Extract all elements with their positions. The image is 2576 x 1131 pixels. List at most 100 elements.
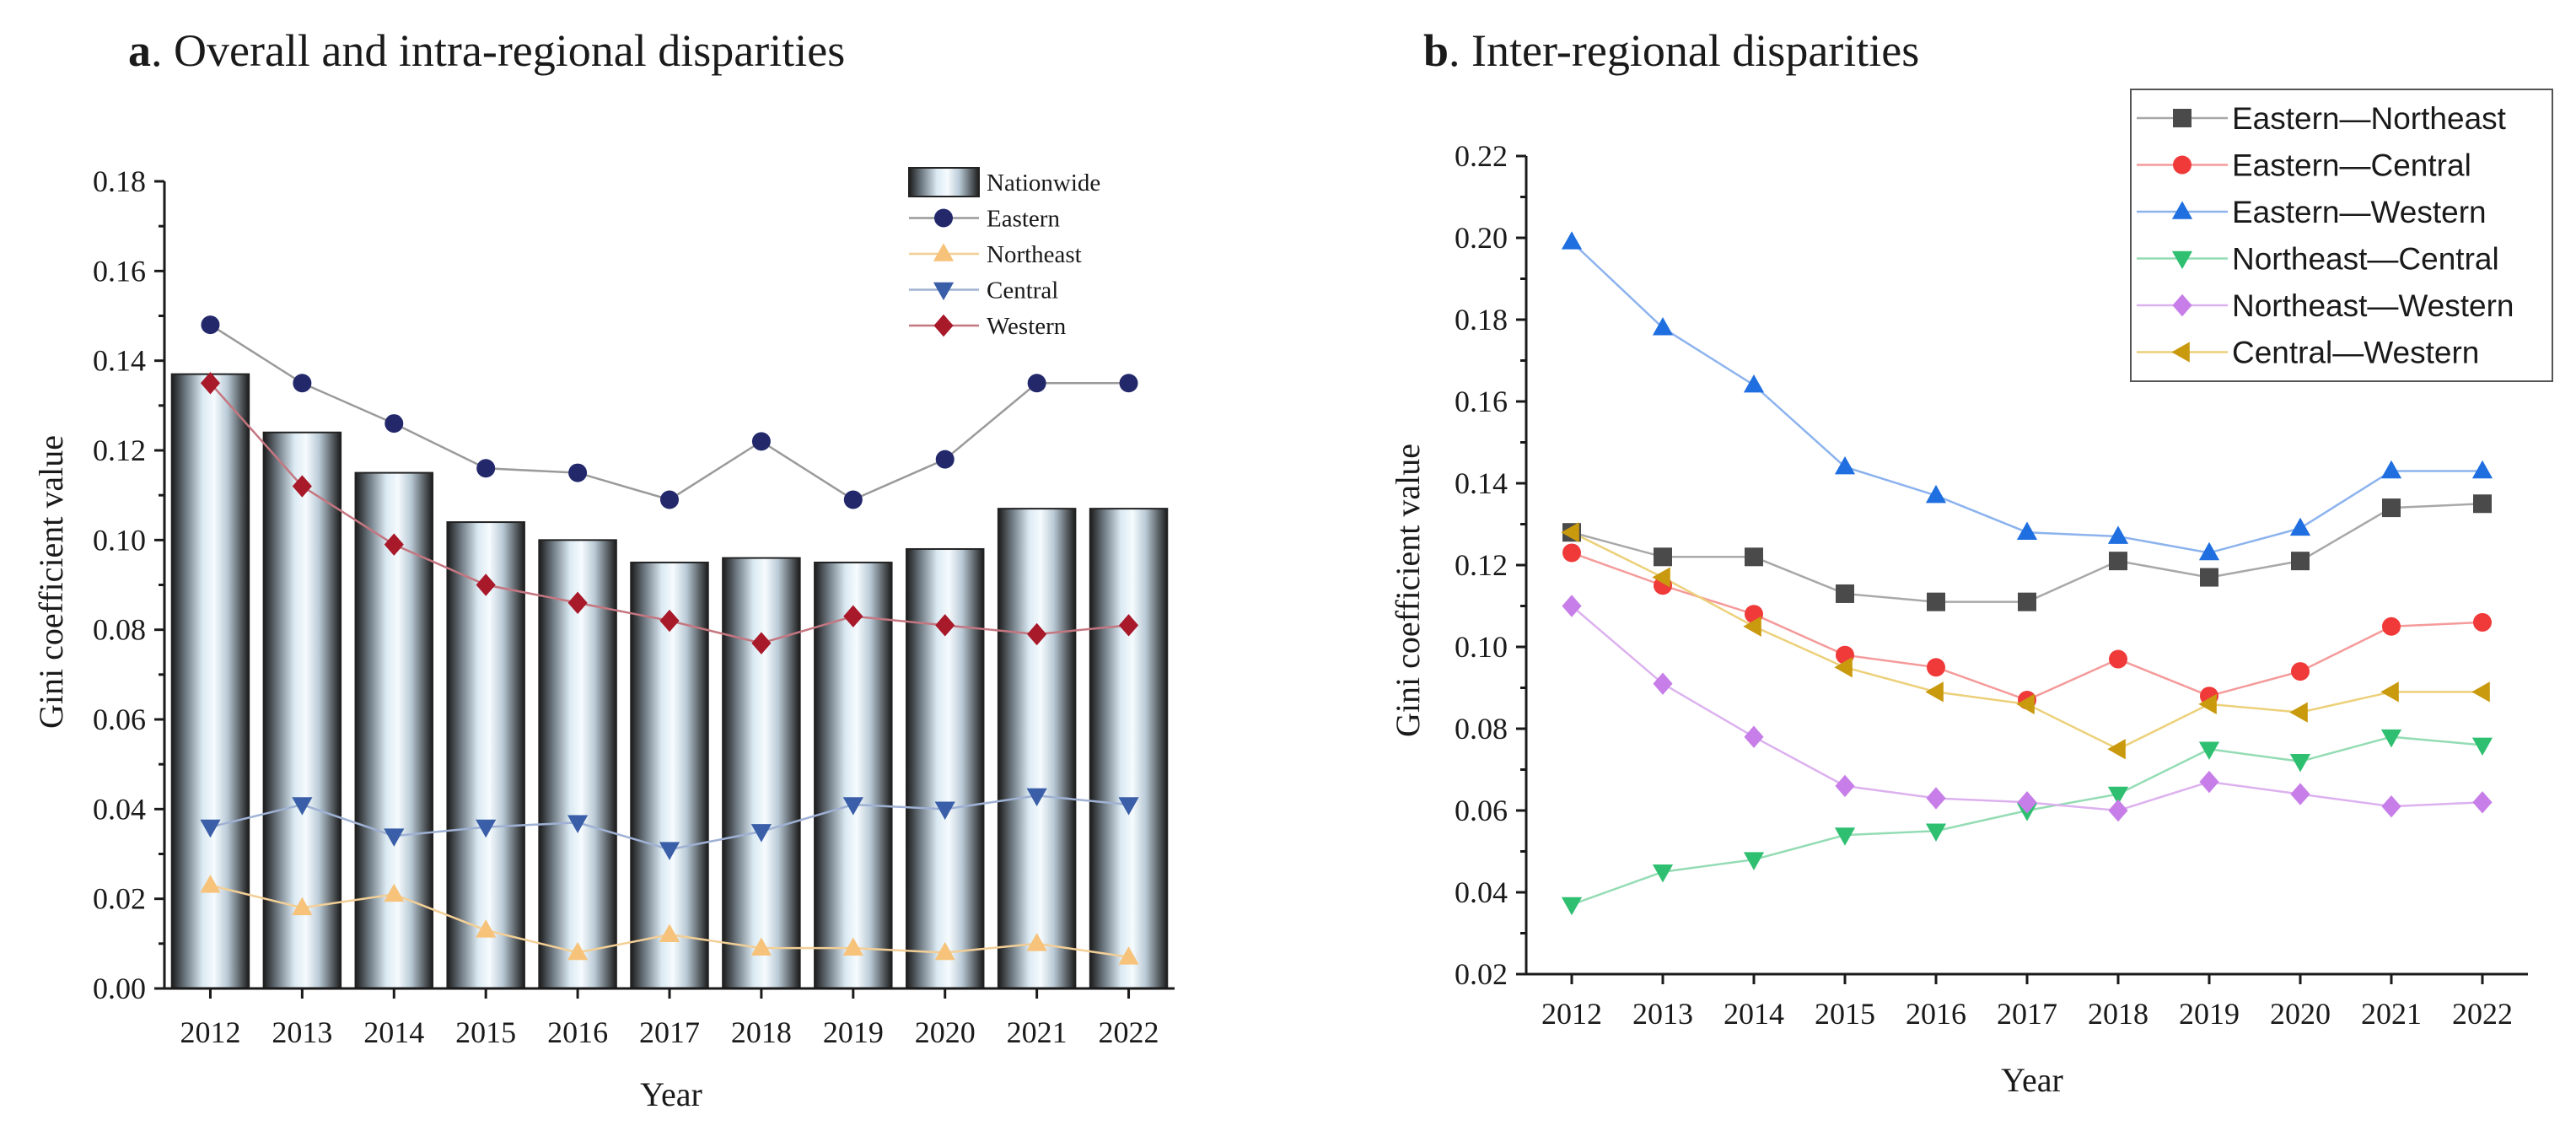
legend-marker-western (933, 314, 954, 337)
point-central-western-2015 (1834, 657, 1853, 678)
point-central-western-2020 (2289, 702, 2308, 723)
point-eastern-2021 (1027, 374, 1046, 393)
point-northeast-2021 (1026, 933, 1047, 951)
panel-a-x-tick-label: 2019 (823, 1015, 884, 1049)
point-central-western-2021 (2380, 681, 2399, 703)
point-northeast-2016 (567, 941, 589, 961)
legend-marker-northeast-western (2172, 294, 2192, 317)
point-northeast-2013 (292, 897, 313, 916)
bar-nationwide-2012 (170, 373, 250, 990)
point-central-western-2017 (2016, 693, 2035, 714)
panel-a-x-tick-label: 2016 (547, 1015, 608, 1049)
point-central-2018 (750, 824, 772, 843)
point-northeast-western-2022 (2472, 791, 2493, 814)
point-eastern-2018 (751, 432, 771, 451)
legend-label-eastern-northeast: Eastern—Northeast (2232, 101, 2507, 136)
point-northeast-central-2019 (2198, 741, 2220, 760)
legend-label-central: Central (987, 277, 1058, 304)
legend-label-northeast-central: Northeast—Central (2232, 242, 2499, 277)
panel-b-x-tick-label: 2019 (2179, 997, 2240, 1031)
panel-a-x-tick-label: 2021 (1007, 1015, 1068, 1049)
legend-box (2130, 89, 2553, 382)
point-central-western-2016 (1925, 681, 1944, 703)
legend-marker-eastern-central (2173, 155, 2191, 175)
panel-a-y-tick-label: 0.12 (93, 434, 146, 467)
legend-label-eastern-western: Eastern—Western (2232, 195, 2487, 229)
legend-label-northeast: Northeast (987, 241, 1082, 268)
point-eastern-2017 (660, 490, 679, 509)
bar-nationwide-2016 (538, 539, 617, 989)
point-eastern-northeast-2016 (1927, 592, 1945, 611)
point-western-2015 (476, 574, 496, 596)
point-western-2014 (384, 533, 404, 556)
panel-a-y-tick-label: 0.16 (93, 254, 146, 288)
panel-b-axes: 0.02 0.04 0.06 0.08 0.10 0.12 0.14 0.16 0.18 0.20… (1455, 139, 2528, 1031)
point-northeast-western-2016 (1926, 787, 1946, 810)
point-eastern-2012 (201, 315, 220, 335)
bar-nationwide-2018 (722, 557, 801, 989)
point-northeast-western-2018 (2108, 799, 2128, 822)
panel-b-x-axis-label: Year (2001, 1061, 2063, 1099)
panel-a-y-tick-label: 0.08 (93, 613, 146, 647)
point-central-2017 (659, 842, 680, 860)
point-northeast-2017 (659, 924, 680, 942)
point-eastern-central-2021 (2382, 617, 2401, 636)
point-central-western-2014 (1743, 616, 1761, 637)
point-eastern-northeast-2020 (2291, 552, 2310, 571)
panel-b-x-tick-label: 2012 (1541, 997, 1602, 1031)
point-western-2019 (843, 605, 863, 627)
panel-b-y-tick-label: 0.02 (1455, 957, 1508, 991)
panel-a-axes: 0.00 0.02 0.04 0.06 0.08 0.10 0.12 0.14 0.16 0.18… (93, 164, 1175, 1049)
point-northeast-western-2015 (1835, 774, 1855, 798)
panel-a-y-axis-label: Gini coefficient value (32, 435, 70, 729)
point-central-western-2019 (2198, 693, 2217, 714)
point-northeast-central-2018 (2107, 786, 2129, 805)
point-eastern-northeast-2015 (1836, 584, 1854, 603)
panel-b-x-tick-label: 2018 (2088, 997, 2148, 1031)
point-western-2022 (1118, 614, 1139, 637)
point-eastern-central-2012 (1562, 543, 1581, 563)
point-eastern-western-2020 (2289, 517, 2311, 536)
point-northeast-2018 (750, 937, 772, 956)
bar-nationwide-2019 (814, 561, 893, 990)
point-central-2016 (567, 815, 589, 833)
bar-nationwide-2017 (630, 561, 709, 990)
line-eastern (209, 324, 1129, 501)
panel-b-x-tick-label: 2014 (1724, 997, 1784, 1031)
point-eastern-western-2012 (1561, 231, 1583, 250)
point-eastern-northeast-2022 (2473, 494, 2492, 514)
point-northeast-central-2013 (1652, 864, 1674, 883)
panel-a-x-tick-label: 2018 (731, 1015, 792, 1049)
bar-nationwide-2022 (1089, 508, 1169, 989)
panel-b-x-tick-label: 2015 (1815, 997, 1875, 1031)
point-eastern-western-2021 (2380, 460, 2402, 479)
point-eastern-western-2015 (1834, 455, 1856, 475)
point-northeast-2014 (384, 883, 405, 902)
point-eastern-2019 (843, 490, 863, 509)
panel-a-y-tick-label: 0.04 (93, 792, 146, 826)
point-eastern-central-2022 (2473, 612, 2492, 632)
legend-label-northeast-western: Northeast—Western (2232, 288, 2514, 323)
panel-a-x-tick-label: 2012 (180, 1015, 240, 1049)
panel-a-x-tick-label: 2017 (639, 1015, 700, 1049)
point-eastern-northeast-2013 (1654, 547, 1672, 567)
legend-label-eastern-central: Eastern—Central (2232, 148, 2471, 183)
panel-a-title-text: . Overall and intra-regional disparities (151, 25, 845, 76)
point-eastern-western-2017 (2016, 521, 2038, 540)
legend-marker-northeast-central (2171, 250, 2193, 270)
panel-a-x-tick-label: 2022 (1099, 1015, 1159, 1049)
point-western-2021 (1027, 622, 1047, 646)
point-western-2012 (200, 372, 221, 395)
panel-b-x-tick-label: 2016 (1906, 997, 1966, 1031)
point-central-2013 (292, 797, 313, 816)
legend-marker-eastern (934, 208, 953, 228)
point-central-western-2018 (2107, 739, 2126, 760)
panel-a-y-tick-label: 0.02 (93, 882, 146, 916)
panel-b-y-axis-label: Gini coefficient value (1389, 444, 1427, 737)
point-central-western-2022 (2471, 681, 2490, 703)
point-northeast-western-2012 (1562, 595, 1582, 617)
panel-a-y-tick-label: 0.00 (93, 972, 146, 1005)
panel-b-y-tick-label: 0.22 (1455, 139, 1508, 173)
panel-a-x-tick-label: 2013 (272, 1015, 332, 1049)
panel-a: a. Overall and intra-regional disparitie… (32, 25, 1175, 1113)
